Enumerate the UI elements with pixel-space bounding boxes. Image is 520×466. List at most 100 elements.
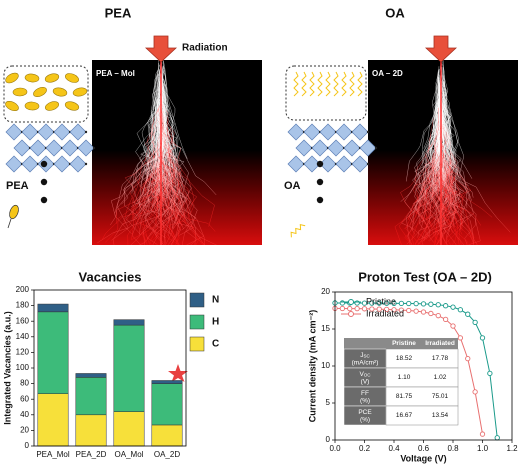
octahedron bbox=[45, 139, 63, 157]
table-header-bg bbox=[344, 338, 458, 349]
pea-molecule bbox=[33, 87, 47, 97]
y-axis-label: Current density (mA cm⁻²) bbox=[307, 310, 317, 422]
point bbox=[420, 301, 427, 307]
y-tick-label: 5 bbox=[326, 398, 331, 407]
label-sub: OC bbox=[364, 373, 372, 378]
table-header: Irradiated bbox=[425, 340, 455, 347]
y-tick-label: 100 bbox=[16, 363, 30, 372]
table-row-label: PCE bbox=[358, 409, 372, 416]
table-cell: 18.52 bbox=[396, 355, 413, 362]
oa-chain bbox=[293, 71, 299, 97]
y-tick-label: 120 bbox=[16, 348, 30, 357]
octahedron bbox=[5, 155, 23, 173]
zoom-box bbox=[3, 65, 89, 123]
oa-chain bbox=[290, 223, 306, 238]
track bbox=[158, 69, 166, 155]
octahedron bbox=[13, 139, 31, 157]
pea-molecule bbox=[5, 100, 19, 112]
octahedron bbox=[343, 139, 361, 157]
bar-segment bbox=[151, 380, 183, 384]
pea-molecule bbox=[65, 73, 79, 83]
bar-segment bbox=[75, 377, 107, 416]
track bbox=[153, 67, 159, 161]
table-cell: 17.78 bbox=[432, 355, 449, 362]
point bbox=[369, 306, 375, 312]
point bbox=[442, 316, 449, 323]
y-tick-label: 20 bbox=[20, 426, 29, 435]
y-axis-label: Integrated Vacancies (a.u.) bbox=[2, 311, 12, 425]
octahedron bbox=[319, 155, 337, 173]
pea-molecule bbox=[72, 87, 88, 97]
track bbox=[430, 89, 441, 153]
octahedron bbox=[327, 139, 345, 157]
point bbox=[479, 335, 486, 341]
table-row-unit: (V) bbox=[361, 379, 370, 386]
point bbox=[420, 309, 427, 315]
y-tick-label: 10 bbox=[321, 361, 330, 370]
track bbox=[150, 69, 159, 153]
x-tick-label: OA_2D bbox=[154, 450, 180, 459]
point bbox=[391, 307, 397, 313]
oa-chain bbox=[341, 71, 347, 97]
track bbox=[161, 81, 188, 159]
track bbox=[147, 92, 162, 146]
point bbox=[450, 304, 456, 310]
y-tick-label: 0 bbox=[25, 441, 30, 450]
oa-chain bbox=[325, 71, 331, 97]
x-tick-label: PEA_Mol bbox=[36, 450, 70, 459]
table-cell: 75.01 bbox=[432, 393, 449, 400]
atom bbox=[84, 162, 88, 166]
plot-frame bbox=[334, 291, 513, 441]
point bbox=[383, 300, 390, 306]
octahedron bbox=[335, 155, 353, 173]
legend-marker bbox=[348, 311, 354, 317]
x-tick-label: 1.2 bbox=[506, 444, 518, 453]
chart-title: Proton Test (OA – 2D) bbox=[358, 269, 492, 284]
red-glow bbox=[368, 150, 518, 245]
table-cell: 16.67 bbox=[396, 412, 413, 419]
point bbox=[465, 311, 471, 317]
octahedron bbox=[61, 139, 79, 157]
x-tick-label: PEA_2D bbox=[76, 450, 107, 459]
pea-molecule bbox=[44, 73, 60, 83]
x-tick-label: OA_Mol bbox=[115, 450, 144, 459]
y-tick-label: 140 bbox=[16, 332, 30, 341]
table-row-unit: (%) bbox=[360, 417, 370, 424]
point bbox=[435, 313, 441, 319]
table-row-label: VOC bbox=[359, 371, 371, 378]
y-tick-label: 160 bbox=[16, 316, 30, 325]
track bbox=[442, 75, 451, 152]
bar-segment bbox=[37, 393, 69, 447]
octahedron bbox=[29, 139, 47, 157]
pea-molecule bbox=[5, 72, 19, 84]
point bbox=[413, 300, 419, 307]
oa-chain bbox=[317, 71, 323, 97]
image-label: OA – 2D bbox=[372, 69, 403, 78]
label-main: J bbox=[360, 352, 363, 359]
image-label: PEA – Mol bbox=[96, 69, 135, 78]
panel-title: PEA bbox=[105, 5, 132, 20]
table-row-label: JSC bbox=[360, 352, 370, 359]
legend-label: Pristine bbox=[366, 296, 396, 306]
legend-label: H bbox=[212, 317, 219, 328]
x-tick-label: 0.2 bbox=[359, 444, 371, 453]
table-header: Pristine bbox=[392, 340, 416, 347]
oa-chain bbox=[309, 71, 315, 97]
octahedron bbox=[359, 139, 377, 157]
atom bbox=[366, 162, 370, 166]
pea-molecule bbox=[24, 101, 40, 111]
atom bbox=[84, 130, 88, 134]
bar-segment bbox=[75, 373, 107, 378]
point bbox=[361, 300, 368, 306]
point bbox=[428, 310, 434, 317]
oa-chain bbox=[333, 71, 339, 97]
legend-swatch bbox=[189, 292, 205, 308]
molecule-label: PEA bbox=[6, 180, 29, 192]
point bbox=[339, 300, 346, 306]
table-cell: 13.54 bbox=[432, 412, 449, 419]
track bbox=[442, 60, 445, 127]
point bbox=[383, 306, 390, 313]
legend-label: C bbox=[212, 339, 219, 350]
point bbox=[465, 355, 471, 362]
